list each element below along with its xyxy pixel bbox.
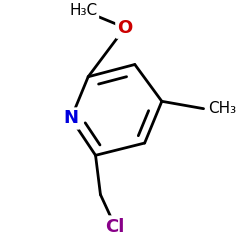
Text: N: N xyxy=(64,110,78,128)
Text: CH₃: CH₃ xyxy=(208,101,236,116)
Text: Cl: Cl xyxy=(106,218,125,236)
Text: H₃C: H₃C xyxy=(69,3,97,18)
Text: O: O xyxy=(118,19,132,37)
